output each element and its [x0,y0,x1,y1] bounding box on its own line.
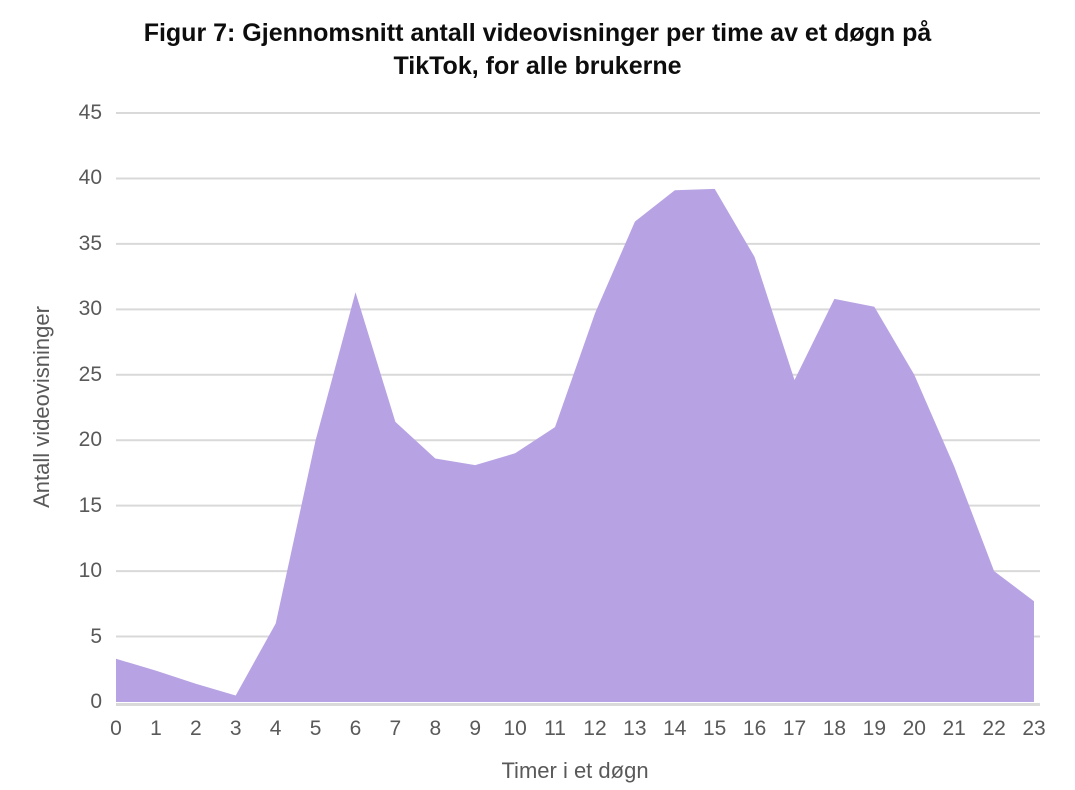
x-tick-label-23: 23 [1022,717,1046,740]
x-tick-label-18: 18 [822,717,847,740]
x-tick-label-5: 5 [309,717,322,740]
x-tick-label-19: 19 [862,717,887,740]
chart-title-line-1: Figur 7: Gjennomsnitt antall videovisnin… [143,19,932,47]
x-tick-label-4: 4 [269,717,282,740]
x-tick-label-22: 22 [982,717,1006,740]
x-tick-label-8: 8 [429,717,442,740]
y-tick-label-0: 0 [90,690,102,713]
x-tick-label-14: 14 [663,717,687,740]
x-tick-label-21: 21 [942,717,966,740]
x-tick-label-2: 2 [189,717,202,740]
chart-title: Figur 7: Gjennomsnitt antall videovisnin… [0,17,1075,83]
x-tick-label-6: 6 [349,717,362,740]
x-tick-label-9: 9 [469,717,482,740]
x-tick-label-3: 3 [229,717,242,740]
x-tick-label-10: 10 [503,717,527,740]
x-tick-label-0: 0 [110,717,122,740]
y-tick-label-35: 35 [78,231,102,255]
y-tick-label-5: 5 [90,624,102,648]
x-tick-label-16: 16 [742,717,767,740]
y-tick-label-45: 45 [78,101,102,124]
y-tick-label-40: 40 [78,166,102,190]
y-tick-label-30: 30 [78,297,102,321]
y-axis-title: Antall videovisninger [29,306,54,508]
x-tick-label-13: 13 [623,717,647,740]
y-tick-label-10: 10 [78,559,102,583]
x-tick-label-7: 7 [389,717,402,740]
chart-title-line-2: TikTok, for alle brukerne [393,52,682,80]
area-series-videoviews [116,188,1034,702]
y-tick-label-25: 25 [78,362,102,386]
x-tick-label-11: 11 [544,717,566,740]
x-axis-title: Timer i et døgn [501,758,649,783]
x-tick-label-15: 15 [703,717,727,740]
x-tick-label-12: 12 [583,717,607,740]
x-tick-label-1: 1 [150,717,162,740]
y-tick-label-20: 20 [78,428,102,452]
y-tick-label-15: 15 [78,493,102,517]
x-tick-label-20: 20 [902,717,926,740]
x-tick-label-17: 17 [782,717,807,740]
